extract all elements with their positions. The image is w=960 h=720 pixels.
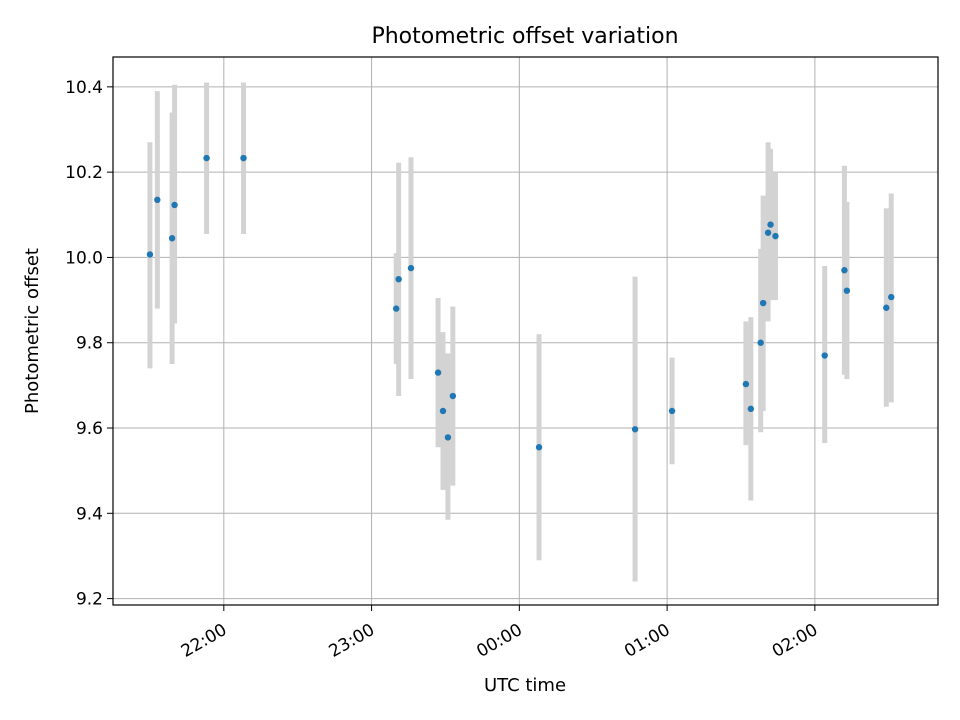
y-tick-label: 9.2	[76, 590, 103, 610]
data-point	[439, 407, 447, 415]
data-point	[841, 267, 848, 274]
x-axis-label: UTC time	[484, 675, 566, 696]
data-point	[154, 196, 161, 204]
y-tick-label: 9.8	[76, 334, 103, 354]
data-point	[821, 352, 828, 359]
data-point	[395, 275, 402, 283]
data-point	[742, 380, 750, 388]
data-point	[449, 392, 457, 400]
y-axis-label: Photometric offset	[22, 248, 43, 414]
data-point	[668, 407, 676, 415]
data-points	[146, 154, 895, 451]
data-point	[240, 154, 247, 162]
data-point	[146, 251, 154, 258]
data-point	[535, 444, 543, 451]
y-tick-label: 9.6	[76, 419, 103, 439]
data-point	[407, 264, 415, 272]
data-point	[434, 369, 442, 376]
data-point	[631, 426, 639, 433]
y-tick-label: 10.4	[65, 78, 103, 98]
data-point	[757, 339, 764, 346]
data-point	[888, 293, 895, 301]
chart-title: Photometric offset variation	[371, 24, 678, 49]
y-tick-label: 10.0	[65, 248, 103, 268]
y-axis: 9.2 9.4 9.6 9.8 10.0 10.2 10.4	[65, 78, 113, 610]
data-point	[747, 405, 755, 413]
data-point	[772, 232, 779, 240]
data-point	[171, 201, 178, 209]
y-tick-label: 10.2	[65, 163, 103, 183]
data-point	[759, 299, 767, 307]
plot-area	[113, 57, 938, 605]
grid	[113, 57, 938, 605]
data-point	[203, 154, 210, 162]
data-point	[764, 229, 772, 236]
data-point	[168, 235, 176, 242]
data-point	[883, 304, 890, 311]
data-point	[444, 434, 452, 441]
y-tick-label: 9.4	[76, 504, 103, 524]
data-point	[843, 287, 851, 294]
plot-frame	[112, 56, 939, 606]
data-point	[767, 221, 774, 228]
data-point	[393, 305, 400, 312]
